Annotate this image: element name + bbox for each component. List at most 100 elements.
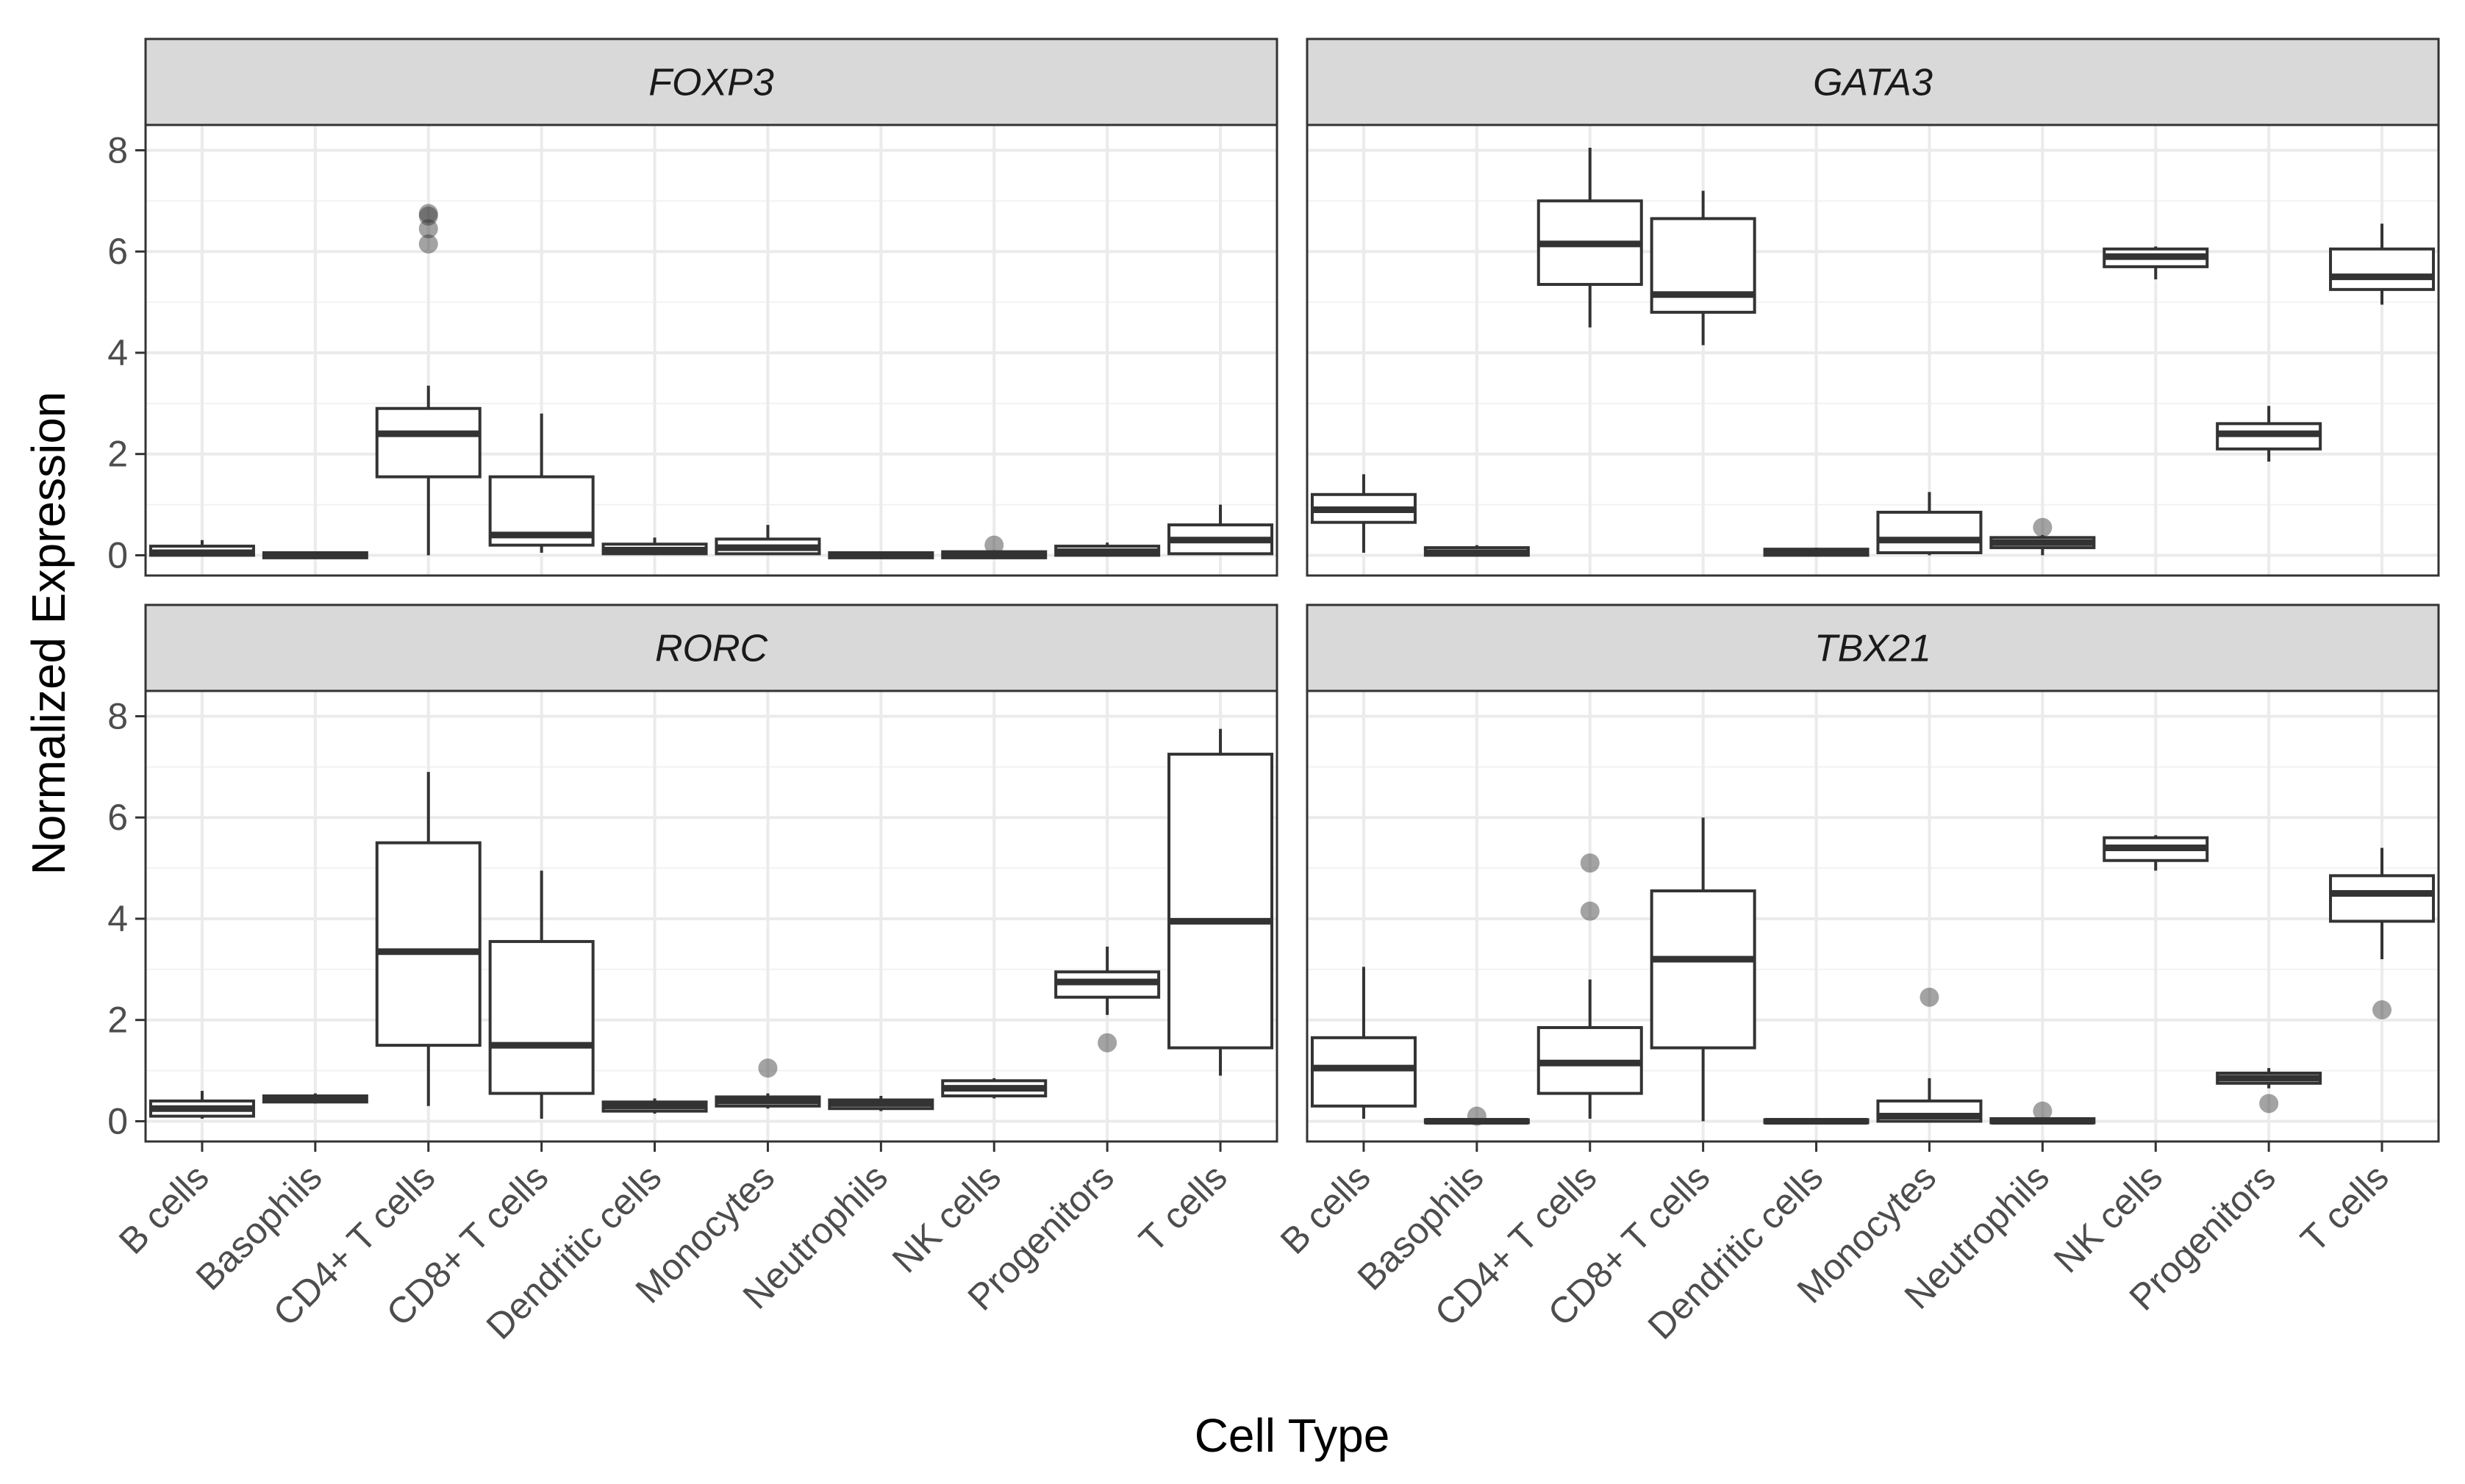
box-gata3-cd4plus-t-cells [1536,147,1643,328]
panel-gata3: GATA3 [1306,37,2440,577]
box-rorc-dendritic-cells [601,1098,708,1114]
outlier-point [1580,853,1600,873]
outlier-point [418,206,438,226]
box-foxp3-dendritic-cells [601,537,708,556]
y-tick-label: 6 [107,797,128,838]
box-rorc-b-cells [149,1091,255,1119]
box-gata3-neutrophils [1989,517,2096,556]
box-gata3-nk-cells [2103,246,2209,280]
box-foxp3-b-cells [149,540,255,557]
box-tbx21-cd4plus-t-cells [1536,853,1643,1119]
box-foxp3-cd4plus-t-cells [375,204,482,556]
outlier-point [984,535,1004,555]
y-tick-label: 8 [107,695,128,736]
outlier-point [1098,1033,1117,1053]
box-iqr [1876,510,1983,555]
plot-background [1307,691,2439,1141]
y-tick-label: 0 [107,1100,128,1141]
box-foxp3-basophils [262,551,368,559]
box-iqr [1650,889,1756,1050]
plot-background [146,125,1277,576]
y-tick-label: 2 [107,434,128,475]
box-foxp3-t-cells [1167,504,1274,556]
x-axis-title: Cell Type [1195,1409,1390,1462]
facet-title-rorc: RORC [655,628,768,670]
box-tbx21-b-cells [1310,967,1417,1119]
y-axis-title: Normalized Expression [22,391,75,875]
box-rorc-progenitors [1054,946,1161,1053]
box-foxp3-monocytes [715,525,821,556]
outlier-point [1580,901,1600,921]
box-gata3-dendritic-cells [1763,548,1870,557]
outlier-point [2372,1000,2392,1019]
box-foxp3-cd8plus-t-cells [488,413,595,553]
box-tbx21-basophils [1423,1106,1530,1126]
facet-strip-foxp3 [144,37,1278,126]
box-foxp3-progenitors [1054,542,1161,557]
box-gata3-cd8plus-t-cells [1650,190,1756,345]
box-iqr [1167,753,1274,1050]
y-tick-label: 4 [107,332,128,373]
box-tbx21-progenitors [2216,1068,2322,1114]
x-tick-label-b-cells: B cells [1273,1156,1378,1262]
x-tick-label-t-cells: T cells [2293,1156,2397,1260]
box-iqr [2329,874,2436,923]
box-rorc-monocytes [715,1058,821,1109]
outlier-point [1920,987,1939,1007]
box-iqr [1310,1036,1417,1108]
box-tbx21-monocytes [1876,987,1983,1123]
x-tick-label-t-cells: T cells [1131,1156,1235,1260]
panel-border [1306,123,2440,577]
facet-strip-tbx21 [1306,603,2440,692]
panel-border [144,123,1278,577]
outlier-point [418,204,438,223]
plot-background [146,691,1277,1141]
box-tbx21-dendritic-cells [1763,1117,1870,1125]
y-tick-label: 4 [107,898,128,939]
box-gata3-basophils [1423,545,1530,557]
y-tick-label: 2 [107,1000,128,1041]
panel-foxp3: FOXP3 0 2 4 6 8 [107,37,1278,577]
box-rorc-cd4plus-t-cells [375,772,482,1106]
outlier-point [2259,1094,2279,1114]
box-foxp3-neutrophils [828,551,934,559]
outlier-point [1467,1106,1486,1126]
box-iqr [488,939,595,1095]
box-tbx21-t-cells [2329,847,2436,1019]
y-tick-label: 0 [107,534,128,576]
box-iqr [375,841,482,1047]
box-iqr [1650,217,1756,314]
box-tbx21-nk-cells [2103,835,2209,871]
facet-title-foxp3: FOXP3 [648,62,774,104]
box-rorc-nk-cells [941,1078,1048,1099]
facet-title-tbx21: TBX21 [1814,628,1931,670]
box-gata3-monocytes [1876,492,1983,556]
box-tbx21-neutrophils [1989,1101,2096,1125]
box-iqr [2329,247,2436,291]
panel-border [144,689,1278,1143]
facet-title-gata3: GATA3 [1813,62,1933,104]
outlier-point [2033,1101,2053,1121]
outlier-point [2033,517,2053,537]
y-tick-label: 8 [107,129,128,171]
box-rorc-t-cells [1167,728,1274,1076]
panel-border [1306,689,2440,1143]
box-foxp3-nk-cells [941,535,1048,559]
box-rorc-basophils [262,1093,368,1104]
outlier-point [758,1058,778,1078]
outlier-point [418,234,438,254]
box-tbx21-cd8plus-t-cells [1650,817,1756,1122]
box-iqr [375,406,482,478]
y-tick-label: 6 [107,231,128,272]
plot-background [1307,125,2439,576]
box-rorc-cd8plus-t-cells [488,870,595,1119]
outlier-point [418,219,438,239]
box-gata3-b-cells [1310,474,1417,553]
box-rorc-neutrophils [828,1096,934,1111]
facet-strip-gata3 [1306,37,2440,126]
box-gata3-progenitors [2216,406,2322,462]
box-gata3-t-cells [2329,223,2436,305]
